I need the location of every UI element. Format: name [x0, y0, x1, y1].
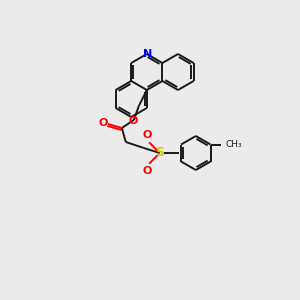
Text: CH₃: CH₃: [226, 140, 242, 149]
Text: N: N: [143, 49, 152, 59]
Text: O: O: [128, 116, 137, 126]
Text: O: O: [142, 130, 152, 140]
Text: O: O: [142, 166, 152, 176]
Text: O: O: [98, 118, 107, 128]
Text: S: S: [155, 146, 164, 160]
